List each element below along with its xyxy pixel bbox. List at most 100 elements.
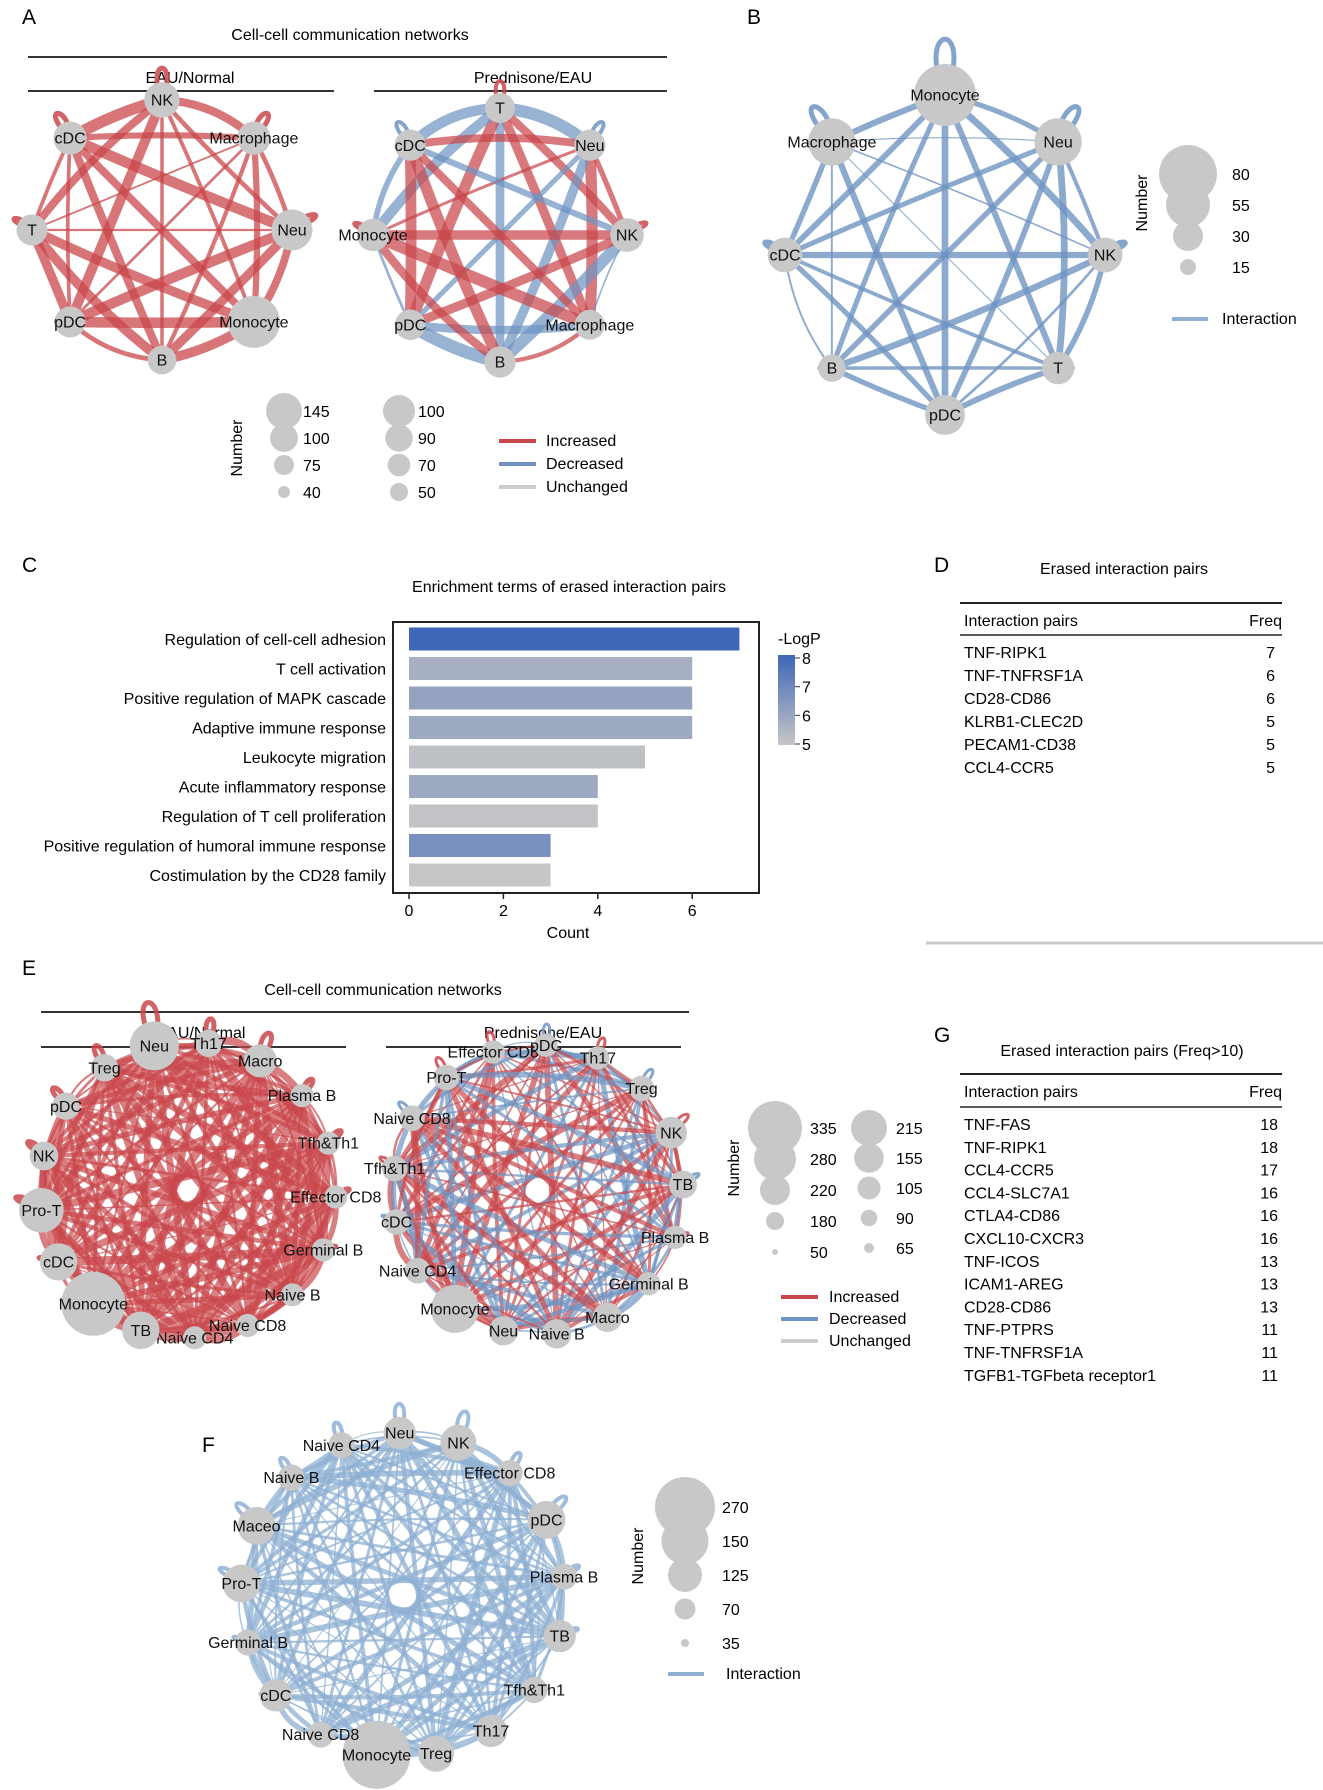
edge-cdc-naive-b (274, 1476, 293, 1697)
size-legend-circle-280 (754, 1138, 796, 1180)
panel-a-title: Cell-cell communication networks (231, 27, 468, 44)
node-label-macro: Macro (585, 1310, 630, 1327)
edge-neu-cdc (406, 133, 594, 150)
node-label-cdc: cDC (395, 138, 426, 155)
colorbar-tick-7: 7 (802, 680, 811, 697)
node-label-nk: NK (447, 1435, 470, 1452)
category-label-adaptive-immune-response: Adaptive immune response (192, 721, 386, 738)
size-legend-circle-70 (674, 1598, 696, 1620)
node-macrophage (574, 309, 605, 340)
node-cdc (767, 237, 803, 273)
node-label-naive-cd8: Naive CD8 (209, 1318, 286, 1335)
node-tb (668, 1170, 697, 1199)
category-label-costimulation-by-the-cd28-family: Costimulation by the CD28 family (149, 868, 386, 885)
edge-pdc-pro-t (240, 1518, 548, 1585)
node-label-th17: Th17 (473, 1724, 510, 1741)
node-label-plasma-b: Plasma B (530, 1569, 598, 1586)
edge-tb-treg (102, 1065, 143, 1333)
table-cell-pair: CCL4-CCR5 (964, 760, 1054, 777)
node-tfh-th1 (316, 1131, 340, 1155)
edge-germinal-b-pro-t (443, 1074, 652, 1287)
node-label-germinal-b: Germinal B (208, 1635, 288, 1652)
edge-monocyte-pro-t (443, 1075, 458, 1312)
node-treg (418, 1735, 454, 1772)
edge-b-monocyte (368, 230, 505, 367)
chart-x-ticks: 0 2 4 6 (405, 893, 697, 920)
table-cell-pair: CCL4-CCR5 (964, 1163, 1054, 1180)
node-pro-t (433, 1064, 460, 1091)
size-legend-label-80: 80 (1232, 167, 1250, 184)
panel-letter-a: A (22, 6, 36, 29)
node-naive-cd4 (328, 1432, 355, 1459)
edge-treg-germinal-b (246, 1640, 438, 1756)
edge-cdc-neu (273, 1431, 402, 1698)
node-germinal-b (637, 1272, 661, 1296)
panel-letter-c: C (22, 554, 37, 577)
node-neu (129, 1021, 179, 1071)
color-legend-label-increased: Increased (546, 433, 616, 450)
panel-b-number-label: Number (1134, 174, 1151, 232)
table-cell-pair: TNF-ICOS (964, 1254, 1040, 1271)
table-cell-freq: 11 (1261, 1368, 1278, 1385)
edge-t-macrophage (831, 141, 1059, 369)
node-label-monocyte: Monocyte (219, 315, 288, 332)
size-legend-label-280: 280 (810, 1152, 837, 1169)
table-cell-freq: 11 (1261, 1322, 1278, 1339)
node-label-effector-cd8: Effector CD8 (464, 1466, 555, 1483)
node-label-b: B (157, 353, 168, 370)
table-row: TGFB1-TGFbeta receptor1 11 (964, 1368, 1278, 1385)
table-row: CCL4-CCR5 17 (964, 1163, 1278, 1180)
node-treg (628, 1075, 655, 1102)
table-cell-freq: 7 (1266, 645, 1275, 662)
edge-pdc-cdc (404, 139, 417, 331)
node-th17 (474, 1714, 508, 1748)
table-cell-pair: TNF-TNFRSF1A (964, 668, 1083, 685)
node-neu (271, 209, 313, 251)
table-row: CD28-CD86 13 (964, 1299, 1278, 1316)
panel-a-number-label: Number (229, 419, 246, 477)
edge-tb-neu (137, 1042, 158, 1334)
table-cell-pair: CXCL10-CXCR3 (964, 1231, 1084, 1248)
color-legend-label-unchanged: Unchanged (829, 1333, 911, 1350)
x-tick-label-2: 2 (499, 903, 508, 920)
node-nk (1087, 237, 1123, 273)
table-cell-freq: 16 (1260, 1185, 1278, 1202)
edge-naive-cd4-nk (40, 1152, 199, 1342)
table-cell-freq: 18 (1260, 1117, 1278, 1134)
size-legend-label-30: 30 (1232, 229, 1250, 246)
node-label-neu: Neu (1043, 135, 1072, 152)
edge-plasma-b-treg (434, 1575, 566, 1756)
bar-costimulation-by-the-cd28-family (409, 863, 551, 887)
node-label-macro: Macro (238, 1053, 283, 1070)
node-label-nk: NK (616, 228, 639, 245)
size-legend-label-55: 55 (1232, 198, 1250, 215)
edge-effector-cd8-tfh-th1 (507, 1470, 537, 1693)
edge-plasma-b-pro-t (444, 1075, 677, 1239)
size-legend-circle-90 (385, 424, 413, 452)
chart-title: Enrichment terms of erased interaction p… (412, 579, 726, 596)
node-label-tb: TB (131, 1323, 151, 1340)
node-nk (440, 1424, 477, 1461)
node-label-pdc: pDC (54, 315, 86, 332)
node-label-treg: Treg (88, 1060, 120, 1077)
node-pdc (527, 1500, 566, 1539)
table-cell-pair: TNF-RIPK1 (964, 645, 1047, 662)
node-label-germinal-b: Germinal B (609, 1276, 689, 1293)
size-legend-circle-125 (668, 1558, 702, 1592)
size-legend-label-150: 150 (722, 1534, 749, 1551)
node-nk (610, 218, 644, 252)
panel-b-interaction-label: Interaction (1222, 311, 1297, 328)
edge-tb-naive-cd4 (415, 1182, 685, 1273)
bar-leukocyte-migration (409, 745, 645, 769)
node-label-nk: NK (151, 93, 174, 110)
size-legend-circle-100 (270, 424, 298, 452)
node-label-naive-cd8: Naive CD8 (282, 1727, 359, 1744)
size-legend-label-90: 90 (418, 431, 436, 448)
size-legend-circle-180 (766, 1212, 784, 1230)
table-cell-freq: 5 (1266, 760, 1275, 777)
edge-t-cdc (783, 253, 1060, 370)
edge-pdc-macrophage (828, 138, 949, 419)
edge-macrophage-cdc (406, 141, 594, 329)
colorbar-tick-5: 5 (802, 737, 811, 754)
